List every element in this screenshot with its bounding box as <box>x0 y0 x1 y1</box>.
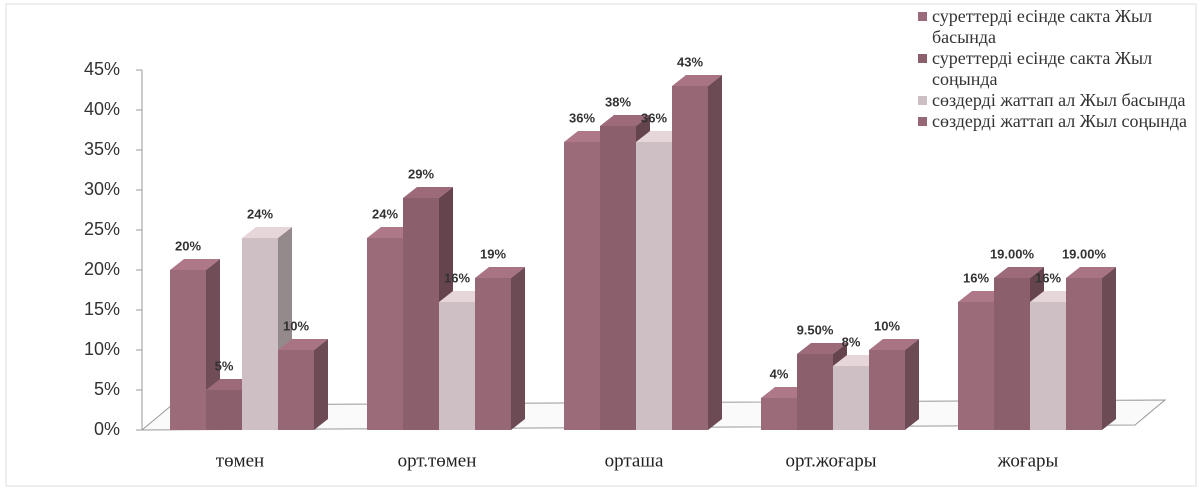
value-label: 43% <box>677 54 703 69</box>
value-label: 19.00% <box>1062 246 1107 261</box>
bar-top <box>797 343 847 354</box>
legend-swatch <box>918 54 927 63</box>
value-label: 4% <box>770 366 789 381</box>
bar-side <box>1102 267 1116 430</box>
y-tick-label: 40% <box>84 99 120 119</box>
bar-side <box>708 75 722 430</box>
bar <box>869 350 905 430</box>
value-label: 20% <box>175 238 201 253</box>
y-tick-label: 0% <box>94 419 120 439</box>
bar-top <box>170 259 220 270</box>
y-tick-label: 30% <box>84 179 120 199</box>
legend-label: суреттерді есінде сакта Жыл басында <box>932 6 1153 47</box>
value-label: 24% <box>372 206 398 221</box>
bar-side <box>511 267 525 430</box>
x-tick-label: орт.төмен <box>398 450 477 471</box>
bar-top <box>1066 267 1116 278</box>
bar <box>206 390 242 430</box>
value-label: 24% <box>247 206 273 221</box>
bar <box>761 398 797 430</box>
y-tick-label: 35% <box>84 139 120 159</box>
bar <box>1030 302 1066 430</box>
value-label: 36% <box>641 110 667 125</box>
bar <box>439 302 475 430</box>
legend-label: сөздерді жаттап ал Жыл соңында <box>932 111 1187 131</box>
x-tick-label: орт.жоғары <box>785 450 876 471</box>
value-label: 19% <box>480 246 506 261</box>
bar <box>672 86 708 430</box>
value-label: 9.50% <box>797 322 834 337</box>
bar-top <box>994 267 1044 278</box>
bar-side <box>905 339 919 430</box>
bar-top <box>869 339 919 350</box>
legend-swatch <box>918 117 927 126</box>
bar <box>600 126 636 430</box>
y-tick-label: 5% <box>94 379 120 399</box>
bar <box>994 278 1030 430</box>
bar <box>367 238 403 430</box>
bar <box>636 142 672 430</box>
bar <box>278 350 314 430</box>
bar-top <box>475 267 525 278</box>
bar-top <box>278 339 328 350</box>
legend-entry: сөздерді жаттап ал Жыл соңында <box>918 111 1200 132</box>
value-label: 29% <box>408 166 434 181</box>
value-label: 16% <box>1035 270 1061 285</box>
bar <box>1066 278 1102 430</box>
bar-top <box>600 115 650 126</box>
value-label: 10% <box>283 318 309 333</box>
value-label: 36% <box>569 110 595 125</box>
bar <box>958 302 994 430</box>
y-tick-label: 25% <box>84 219 120 239</box>
bar <box>564 142 600 430</box>
bar <box>833 366 869 430</box>
legend-entry: суреттерді есінде сакта Жыл соңында <box>918 48 1200 90</box>
bar-top <box>403 187 453 198</box>
y-tick-label: 20% <box>84 259 120 279</box>
legend-swatch <box>918 12 927 21</box>
value-label: 10% <box>874 318 900 333</box>
bar <box>170 270 206 430</box>
value-label: 38% <box>605 94 631 109</box>
chart-border <box>5 3 1197 487</box>
y-tick-label: 45% <box>84 59 120 79</box>
bar <box>242 238 278 430</box>
legend-swatch <box>918 96 927 105</box>
legend-entry: суреттерді есінде сакта Жыл басында <box>918 6 1200 48</box>
bar <box>403 198 439 430</box>
x-tick-label: жоғары <box>997 450 1059 471</box>
x-tick-label: орташа <box>605 450 664 471</box>
bar <box>475 278 511 430</box>
value-label: 8% <box>842 334 861 349</box>
bar-top <box>672 75 722 86</box>
y-tick-label: 10% <box>84 339 120 359</box>
bar-top <box>242 227 292 238</box>
legend-entry: сөздерді жаттап ал Жыл басында <box>918 90 1200 111</box>
value-label: 19.00% <box>990 246 1035 261</box>
y-tick-label: 15% <box>84 299 120 319</box>
legend-label: суреттерді есінде сакта Жыл соңында <box>932 48 1153 89</box>
value-label: 16% <box>963 270 989 285</box>
bar <box>797 354 833 430</box>
value-label: 5% <box>215 358 234 373</box>
value-label: 16% <box>444 270 470 285</box>
legend-label: сөздерді жаттап ал Жыл басында <box>932 90 1186 110</box>
bar-side <box>314 339 328 430</box>
legend: суреттерді есінде сакта Жыл басында сурет… <box>918 6 1200 132</box>
x-tick-label: төмен <box>216 450 264 471</box>
